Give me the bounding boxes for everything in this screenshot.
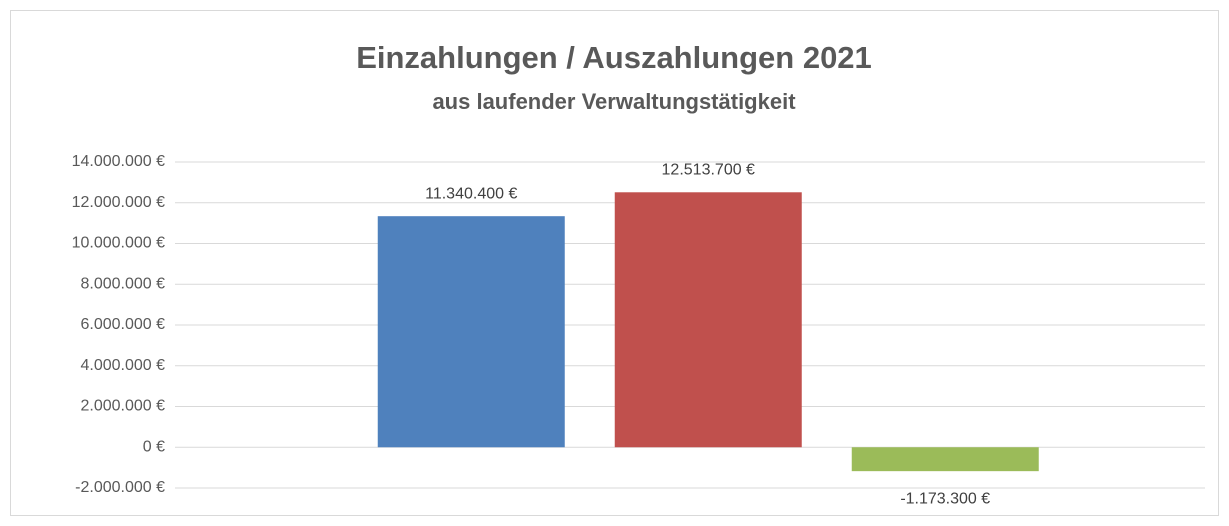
bar [377, 216, 565, 448]
chart-border [10, 10, 1219, 516]
data-label: -1.173.300 € [900, 490, 990, 507]
bar [851, 447, 1039, 472]
chart-subtitle: aus laufender Verwaltungstätigkeit [432, 89, 796, 114]
y-tick-label: 6.000.000 € [80, 316, 165, 333]
y-tick-label: 10.000.000 € [72, 235, 166, 252]
bar [614, 192, 802, 448]
data-label: 11.340.400 € [425, 185, 517, 202]
data-label: 12.513.700 € [662, 162, 756, 179]
y-tick-label: 0 € [143, 438, 165, 455]
y-tick-label: 12.000.000 € [72, 194, 166, 211]
y-tick-label: 4.000.000 € [80, 357, 165, 374]
y-tick-label: 8.000.000 € [80, 275, 165, 292]
y-tick-label: 14.000.000 € [72, 153, 166, 170]
chart-title: Einzahlungen / Auszahlungen 2021 [356, 40, 872, 75]
y-tick-label: 2.000.000 € [80, 398, 165, 415]
y-tick-label: -2.000.000 € [75, 479, 165, 496]
